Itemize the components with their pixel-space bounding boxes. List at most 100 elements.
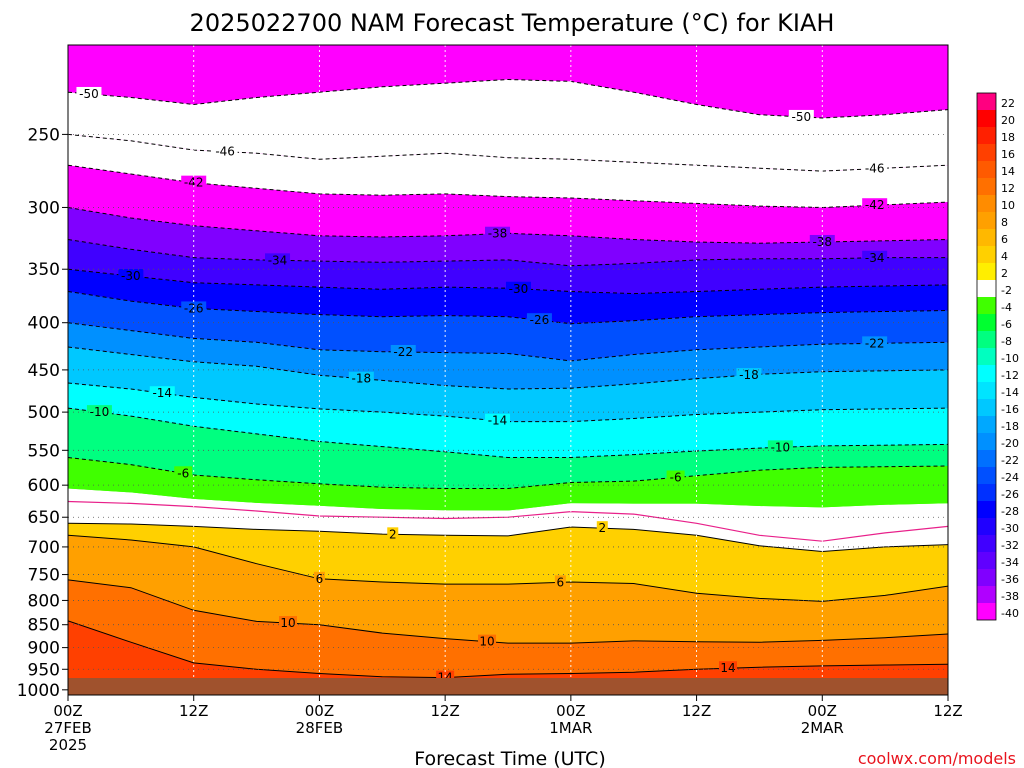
isotherm-label-bg bbox=[76, 86, 102, 100]
colorbar-label: -4 bbox=[1001, 301, 1012, 314]
isotherm-label-bg bbox=[767, 440, 793, 454]
isotherm-label-bg bbox=[387, 527, 399, 541]
isotherm-label: -6 bbox=[670, 471, 682, 485]
x-tick-label: 00Z bbox=[53, 702, 82, 720]
colorbar-label: 20 bbox=[1001, 114, 1015, 127]
colorbar-swatch bbox=[977, 484, 996, 501]
colorbar-swatch bbox=[977, 314, 996, 331]
colorbar-label: -10 bbox=[1001, 352, 1019, 365]
colorbar-swatch bbox=[977, 535, 996, 552]
isotherm-label: -22 bbox=[865, 336, 885, 350]
colorbar-label: -28 bbox=[1001, 505, 1019, 518]
isotherm-label: -18 bbox=[739, 368, 759, 382]
isotherm-label: -30 bbox=[509, 282, 529, 296]
isotherm-10 bbox=[68, 579, 948, 644]
x-tick-label: 12Z bbox=[933, 702, 962, 720]
credit-text[interactable]: coolwx.com/models bbox=[858, 749, 1016, 768]
colorbar-label: -6 bbox=[1001, 318, 1012, 331]
y-tick-label: 450 bbox=[28, 361, 60, 381]
colorbar-label: 4 bbox=[1001, 250, 1008, 263]
isotherm-label: -50 bbox=[79, 87, 99, 101]
isotherm-label: 10 bbox=[280, 616, 295, 630]
colorbar-swatch bbox=[977, 365, 996, 382]
isotherm-label: 6 bbox=[557, 575, 565, 589]
band-14 bbox=[68, 620, 948, 695]
band--18 bbox=[68, 347, 948, 422]
isotherm-label-bg bbox=[149, 386, 175, 400]
band--10 bbox=[68, 408, 948, 489]
isotherm-label: -50 bbox=[792, 110, 812, 124]
colorbar-swatch bbox=[977, 348, 996, 365]
isotherm-label: 6 bbox=[316, 572, 324, 586]
y-tick-label: 500 bbox=[28, 403, 60, 423]
colorbar-label: -24 bbox=[1001, 471, 1019, 484]
colorbar-label: -18 bbox=[1001, 420, 1019, 433]
temperature-bands bbox=[68, 45, 948, 695]
isotherm-14 bbox=[68, 620, 948, 679]
isotherm--22 bbox=[68, 322, 948, 362]
colorbar-label: -22 bbox=[1001, 454, 1019, 467]
isotherm-label: 2 bbox=[389, 527, 397, 541]
colorbar-swatch bbox=[977, 569, 996, 586]
y-tick-label: 750 bbox=[28, 566, 60, 586]
ground-surface bbox=[68, 678, 948, 695]
isotherm-label: -22 bbox=[393, 345, 413, 359]
isotherm-2 bbox=[68, 522, 948, 553]
isotherm-label-bg bbox=[485, 226, 511, 240]
isotherm-label-bg bbox=[788, 109, 814, 123]
isotherm-label: -10 bbox=[771, 440, 791, 454]
y-tick-label: 300 bbox=[28, 198, 60, 218]
isotherm-label-bg bbox=[862, 198, 888, 212]
colorbar-swatch bbox=[977, 280, 996, 297]
colorbar-label: -2 bbox=[1001, 284, 1012, 297]
isotherm-label: -30 bbox=[121, 269, 141, 283]
isotherm-label: -14 bbox=[488, 414, 508, 428]
colorbar-swatch bbox=[977, 501, 996, 518]
colorbar-swatch bbox=[977, 399, 996, 416]
band--22 bbox=[68, 322, 948, 389]
colorbar-label: -16 bbox=[1001, 403, 1019, 416]
band--14 bbox=[68, 383, 948, 458]
isotherm-label-bg bbox=[554, 575, 566, 589]
colorbar-label: 6 bbox=[1001, 233, 1008, 246]
colorbar-swatch bbox=[977, 331, 996, 348]
band-10 bbox=[68, 579, 948, 678]
isotherm-label-bg bbox=[862, 336, 888, 350]
isotherm-label-bg bbox=[279, 616, 297, 630]
colorbar-swatch bbox=[977, 382, 996, 399]
isotherm-label: -34 bbox=[865, 251, 885, 265]
isotherm-contours: -50-50-46-46-42-42-38-38-34 -34-30-30-26-… bbox=[68, 78, 948, 685]
band--46 bbox=[68, 134, 948, 208]
band--34 bbox=[68, 239, 948, 294]
colorbar-label: -12 bbox=[1001, 369, 1019, 382]
isotherm-label-bg bbox=[313, 571, 325, 585]
isotherm-label: -42 bbox=[865, 198, 885, 212]
isotherm-label: 10 bbox=[479, 635, 494, 649]
y-axis-ticks: 250 300 350 400 450 500 550 600 650 700 750 800 850 9… bbox=[17, 125, 68, 701]
y-tick-label: 950 bbox=[28, 660, 60, 680]
colorbar-swatch bbox=[977, 518, 996, 535]
isotherm--34 bbox=[68, 239, 948, 267]
colorbar-swatch bbox=[977, 178, 996, 195]
x-tick-label: 12Z bbox=[179, 702, 208, 720]
x-tick-label: 2025 bbox=[49, 736, 87, 754]
band--30 bbox=[68, 269, 948, 324]
colorbar-label: 10 bbox=[1001, 199, 1015, 212]
colorbar-swatch bbox=[977, 586, 996, 603]
colorbar-label: -30 bbox=[1001, 522, 1019, 535]
y-tick-label: 250 bbox=[28, 125, 60, 145]
x-tick-label: 1MAR bbox=[549, 719, 592, 737]
chart-title: 2025022700 NAM Forecast Temperature (°C)… bbox=[190, 9, 835, 37]
colorbar-frame bbox=[976, 92, 997, 621]
isotherm--42 bbox=[68, 164, 948, 209]
colorbar-label: 12 bbox=[1001, 182, 1015, 195]
isotherm-label: -26 bbox=[530, 313, 550, 327]
isotherm-label: 14 bbox=[720, 661, 735, 675]
colorbar-label: -40 bbox=[1001, 607, 1019, 620]
x-tick-label: 00Z bbox=[305, 702, 334, 720]
isotherm-label-bg bbox=[719, 661, 737, 675]
colorbar-label: 8 bbox=[1001, 216, 1008, 229]
band--26 bbox=[68, 291, 948, 361]
isotherm-label: -26 bbox=[184, 301, 204, 315]
